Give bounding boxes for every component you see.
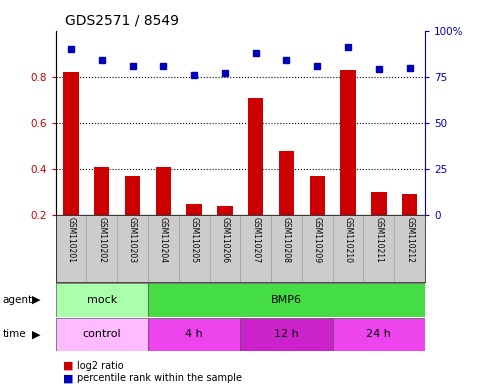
Bar bbox=[217, 206, 233, 215]
Text: BMP6: BMP6 bbox=[271, 295, 302, 305]
Text: percentile rank within the sample: percentile rank within the sample bbox=[77, 373, 242, 383]
Text: ■: ■ bbox=[63, 373, 73, 383]
Bar bbox=[364, 215, 394, 282]
Text: GSM110210: GSM110210 bbox=[343, 217, 353, 263]
Text: time: time bbox=[2, 329, 26, 339]
Text: ▶: ▶ bbox=[32, 329, 41, 339]
Bar bbox=[241, 318, 333, 351]
Bar bbox=[271, 215, 302, 282]
Bar bbox=[148, 215, 179, 282]
Bar bbox=[117, 215, 148, 282]
Bar bbox=[148, 318, 241, 351]
Bar bbox=[179, 215, 210, 282]
Bar bbox=[186, 204, 202, 215]
Bar bbox=[302, 215, 333, 282]
Bar bbox=[148, 283, 425, 317]
Text: control: control bbox=[83, 329, 121, 339]
Text: GSM110209: GSM110209 bbox=[313, 217, 322, 263]
Bar bbox=[56, 215, 86, 282]
Bar bbox=[56, 283, 148, 317]
Text: ■: ■ bbox=[63, 361, 73, 371]
Bar bbox=[125, 176, 140, 215]
Text: GSM110211: GSM110211 bbox=[374, 217, 384, 263]
Text: 12 h: 12 h bbox=[274, 329, 299, 339]
Text: GDS2571 / 8549: GDS2571 / 8549 bbox=[65, 13, 179, 27]
Text: GSM110203: GSM110203 bbox=[128, 217, 137, 263]
Text: GSM110212: GSM110212 bbox=[405, 217, 414, 263]
Text: GSM110202: GSM110202 bbox=[97, 217, 106, 263]
Bar bbox=[210, 215, 240, 282]
Bar bbox=[240, 215, 271, 282]
Bar bbox=[279, 151, 294, 215]
Bar bbox=[63, 72, 79, 215]
Text: agent: agent bbox=[2, 295, 32, 305]
Text: GSM110201: GSM110201 bbox=[67, 217, 75, 263]
Bar bbox=[333, 318, 425, 351]
Bar bbox=[86, 215, 117, 282]
Text: mock: mock bbox=[86, 295, 117, 305]
Bar bbox=[341, 70, 356, 215]
Text: GSM110204: GSM110204 bbox=[159, 217, 168, 263]
Bar bbox=[94, 167, 110, 215]
Text: GSM110206: GSM110206 bbox=[220, 217, 229, 263]
Bar bbox=[371, 192, 386, 215]
Text: log2 ratio: log2 ratio bbox=[77, 361, 124, 371]
Text: ▶: ▶ bbox=[32, 295, 41, 305]
Text: GSM110208: GSM110208 bbox=[282, 217, 291, 263]
Bar bbox=[56, 318, 148, 351]
Bar bbox=[248, 98, 263, 215]
Bar bbox=[394, 215, 425, 282]
Bar bbox=[156, 167, 171, 215]
Text: GSM110205: GSM110205 bbox=[190, 217, 199, 263]
Text: 24 h: 24 h bbox=[367, 329, 391, 339]
Bar bbox=[402, 194, 417, 215]
Bar bbox=[310, 176, 325, 215]
Text: GSM110207: GSM110207 bbox=[251, 217, 260, 263]
Bar bbox=[333, 215, 364, 282]
Text: 4 h: 4 h bbox=[185, 329, 203, 339]
